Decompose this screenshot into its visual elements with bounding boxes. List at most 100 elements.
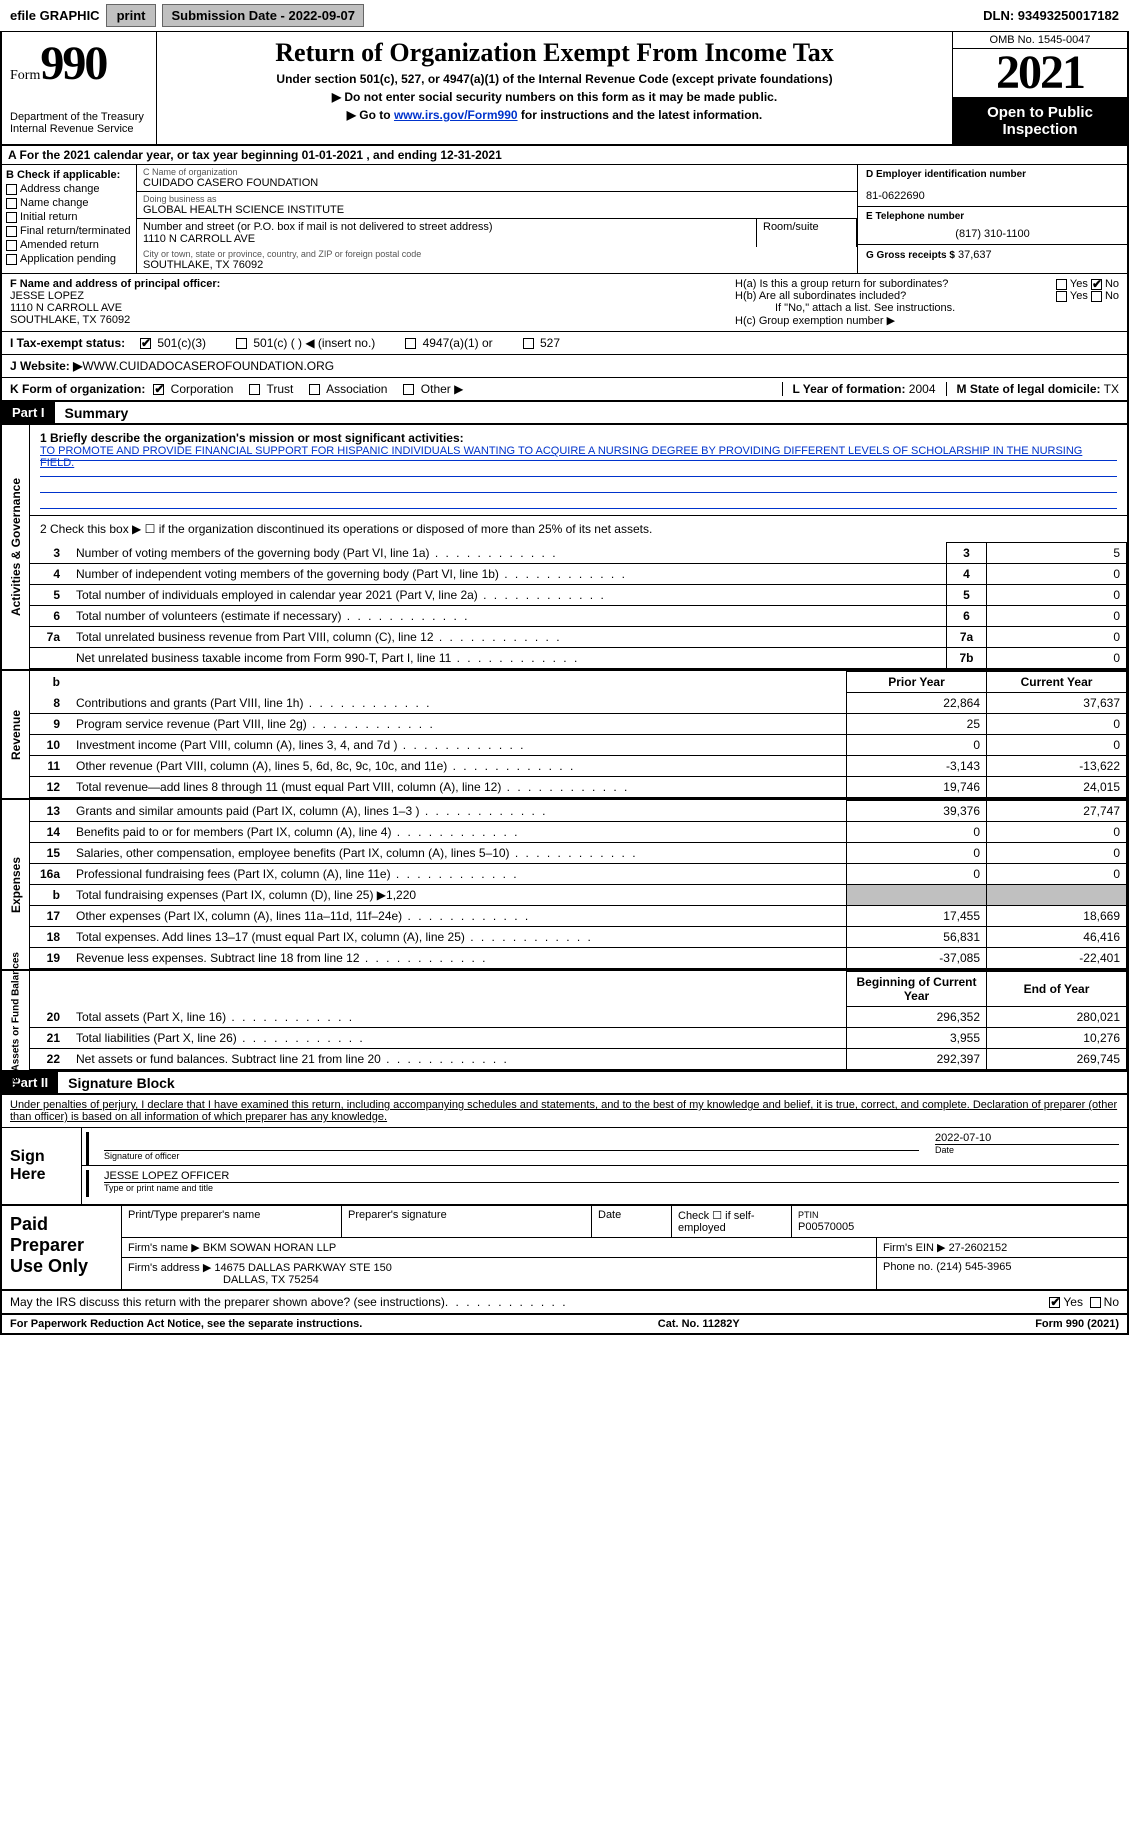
mission-question: 1 Briefly describe the organization's mi… — [40, 431, 1117, 445]
sign-here-label: Sign Here — [2, 1128, 82, 1204]
tax-status-option[interactable]: 527 — [523, 336, 560, 350]
row-j: J Website: ▶ WWW.CUIDADOCASEROFOUNDATION… — [0, 355, 1129, 378]
page-footer: For Paperwork Reduction Act Notice, see … — [0, 1315, 1129, 1335]
hb-no-checkbox[interactable] — [1091, 291, 1102, 302]
domicile-value: TX — [1104, 382, 1119, 396]
org-name-label: C Name of organization — [143, 167, 851, 177]
part1-header: Part I Summary — [0, 402, 1129, 425]
ha-no-checkbox[interactable] — [1091, 279, 1102, 290]
ha-yes-checkbox[interactable] — [1056, 279, 1067, 290]
firm-name-label: Firm's name ▶ — [128, 1242, 200, 1254]
discuss-row: May the IRS discuss this return with the… — [0, 1291, 1129, 1315]
note-ssn: ▶ Do not enter social security numbers o… — [165, 90, 944, 104]
table-row: 10Investment income (Part VIII, column (… — [30, 735, 1127, 756]
checkbox-item[interactable]: Final return/terminated — [6, 225, 132, 237]
column-d: D Employer identification number 81-0622… — [857, 165, 1127, 273]
officer-name: JESSE LOPEZ — [10, 290, 719, 302]
room-label: Room/suite — [763, 221, 850, 233]
table-row: 4Number of independent voting members of… — [30, 564, 1127, 585]
firm-addr-label: Firm's address ▶ — [128, 1262, 211, 1274]
ptin-label: PTIN — [798, 1210, 819, 1220]
sig-date-label: Date — [935, 1144, 1119, 1155]
ha-label: H(a) Is this a group return for subordin… — [735, 278, 948, 290]
column-c: C Name of organization CUIDADO CASERO FO… — [137, 165, 857, 273]
checkbox-item[interactable]: Name change — [6, 197, 132, 209]
column-b: B Check if applicable: Address changeNam… — [2, 165, 137, 273]
officer-addr2: SOUTHLAKE, TX 76092 — [10, 314, 719, 326]
part2-title: Signature Block — [58, 1075, 175, 1091]
sig-date: 2022-07-10 — [935, 1132, 1119, 1144]
sig-name-label: Type or print name and title — [104, 1182, 1119, 1193]
street-label: Number and street (or P.O. box if mail i… — [143, 221, 750, 233]
section-bcd: B Check if applicable: Address changeNam… — [0, 165, 1129, 274]
form-header: Form990 Department of the Treasury Inter… — [0, 32, 1129, 146]
discuss-no-checkbox[interactable] — [1090, 1297, 1101, 1308]
table-row: 5Total number of individuals employed in… — [30, 585, 1127, 606]
print-button[interactable]: print — [106, 4, 157, 27]
netassets-section: Net Assets or Fund Balances Beginning of… — [0, 971, 1129, 1072]
line-a-text: A For the 2021 calendar year, or tax yea… — [8, 148, 502, 162]
open-to-public: Open to Public Inspection — [953, 98, 1127, 144]
table-row: 9Program service revenue (Part VIII, lin… — [30, 714, 1127, 735]
checkbox-item[interactable]: Amended return — [6, 239, 132, 251]
discuss-question: May the IRS discuss this return with the… — [10, 1295, 445, 1309]
irs-label: Internal Revenue Service — [10, 123, 148, 135]
org-name: CUIDADO CASERO FOUNDATION — [143, 177, 851, 189]
checkbox-item[interactable]: Address change — [6, 183, 132, 195]
checkbox-item[interactable]: Application pending — [6, 253, 132, 265]
ein-value: 81-0622690 — [866, 190, 1119, 202]
tax-status-option[interactable]: 501(c) ( ) ◀ (insert no.) — [236, 336, 375, 350]
table-row: 15Salaries, other compensation, employee… — [30, 843, 1127, 864]
sign-here-block: Sign Here Signature of officer 2022-07-1… — [0, 1128, 1129, 1206]
revenue-vtab: Revenue — [2, 671, 30, 798]
checkbox-item[interactable]: Initial return — [6, 211, 132, 223]
form-org-option[interactable]: Other ▶ — [403, 382, 463, 396]
part2-header: Part II Signature Block — [0, 1072, 1129, 1095]
efile-label: efile GRAPHIC — [10, 8, 100, 23]
form-org-option[interactable]: Association — [309, 382, 387, 396]
dba-label: Doing business as — [143, 194, 851, 204]
declaration-text: Under penalties of perjury, I declare th… — [0, 1095, 1129, 1128]
hb-label: H(b) Are all subordinates included? — [735, 290, 906, 302]
tax-status-option[interactable]: 4947(a)(1) or — [405, 336, 492, 350]
table-row: 20Total assets (Part X, line 16)296,3522… — [30, 1007, 1127, 1028]
table-row: 16aProfessional fundraising fees (Part I… — [30, 864, 1127, 885]
discuss-yes-checkbox[interactable] — [1049, 1297, 1060, 1308]
form-org-label: K Form of organization: — [10, 382, 145, 396]
website-value: WWW.CUIDADOCASEROFOUNDATION.ORG — [82, 359, 334, 373]
prep-date-label: Date — [592, 1206, 672, 1237]
expenses-section: Expenses 13Grants and similar amounts pa… — [0, 800, 1129, 971]
form-word: Form — [10, 68, 40, 83]
part1-label: Part I — [2, 402, 55, 423]
table-row: 12Total revenue—add lines 8 through 11 (… — [30, 777, 1127, 798]
irs-link[interactable]: www.irs.gov/Form990 — [394, 108, 518, 122]
table-row: 7aTotal unrelated business revenue from … — [30, 627, 1127, 648]
tax-status-option[interactable]: 501(c)(3) — [140, 336, 206, 350]
city-label: City or town, state or province, country… — [143, 249, 851, 259]
table-row: 19Revenue less expenses. Subtract line 1… — [30, 948, 1127, 969]
table-row: 8Contributions and grants (Part VIII, li… — [30, 693, 1127, 714]
gross-label: G Gross receipts $ — [866, 250, 955, 261]
form-subtitle: Under section 501(c), 527, or 4947(a)(1)… — [165, 72, 944, 86]
row-fh: F Name and address of principal officer:… — [0, 274, 1129, 332]
firm-ein: 27-2602152 — [949, 1242, 1008, 1254]
form-number: 990 — [40, 37, 106, 90]
table-row: 18Total expenses. Add lines 13–17 (must … — [30, 927, 1127, 948]
top-toolbar: efile GRAPHIC print Submission Date - 20… — [0, 0, 1129, 32]
form-org-option[interactable]: Corporation — [153, 382, 233, 396]
table-row: 6Total number of volunteers (estimate if… — [30, 606, 1127, 627]
firm-ein-label: Firm's EIN ▶ — [883, 1242, 946, 1254]
firm-phone-label: Phone no. — [883, 1261, 933, 1273]
sig-name: JESSE LOPEZ OFFICER — [104, 1170, 1119, 1182]
firm-addr: 14675 DALLAS PARKWAY STE 150 — [214, 1262, 392, 1274]
submission-date: Submission Date - 2022-09-07 — [162, 4, 364, 27]
hc-label: H(c) Group exemption number ▶ — [735, 314, 1119, 327]
footer-right: Form 990 (2021) — [1035, 1318, 1119, 1330]
firm-addr2: DALLAS, TX 75254 — [128, 1274, 319, 1286]
table-row: 13Grants and similar amounts paid (Part … — [30, 801, 1127, 822]
tax-status-label: I Tax-exempt status: — [10, 336, 140, 350]
activities-section: Activities & Governance 1 Briefly descri… — [0, 425, 1129, 671]
form-org-option[interactable]: Trust — [249, 382, 293, 396]
hb-yes-checkbox[interactable] — [1056, 291, 1067, 302]
mission-text: TO PROMOTE AND PROVIDE FINANCIAL SUPPORT… — [40, 445, 1117, 461]
